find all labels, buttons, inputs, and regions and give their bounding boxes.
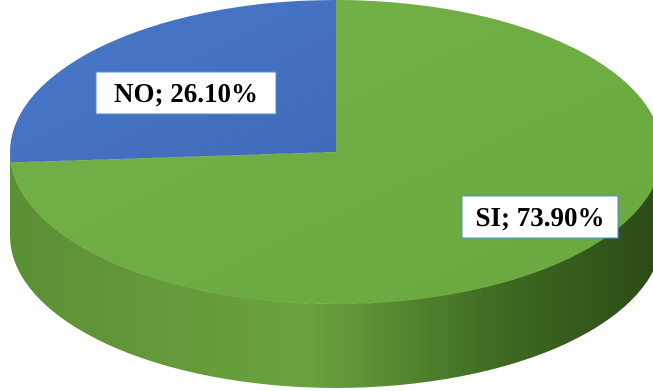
data-label-box — [461, 195, 619, 239]
data-label-box — [95, 71, 277, 115]
slice-si-side — [10, 152, 653, 388]
data-label-text: SI; 73.90% — [475, 202, 604, 232]
data-label-text: NO; 26.10% — [114, 78, 258, 108]
data-label-no: NO; 26.10% — [95, 71, 277, 115]
data-label-si: SI; 73.90% — [461, 195, 619, 239]
